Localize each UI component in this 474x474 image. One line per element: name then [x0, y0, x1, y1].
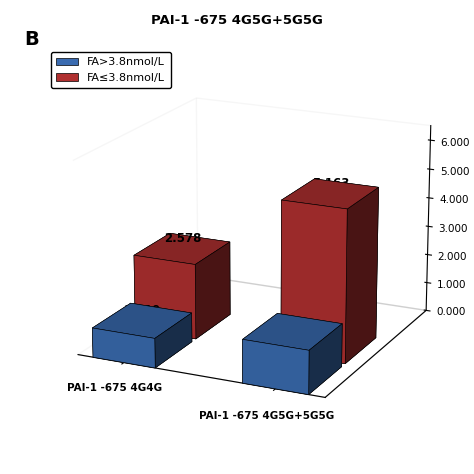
Text: PAI-1 -675 4G5G+5G5G: PAI-1 -675 4G5G+5G5G [151, 14, 323, 27]
Text: B: B [25, 30, 39, 49]
Legend: FA>3.8nmol/L, FA≤3.8nmol/L: FA>3.8nmol/L, FA≤3.8nmol/L [51, 52, 171, 88]
